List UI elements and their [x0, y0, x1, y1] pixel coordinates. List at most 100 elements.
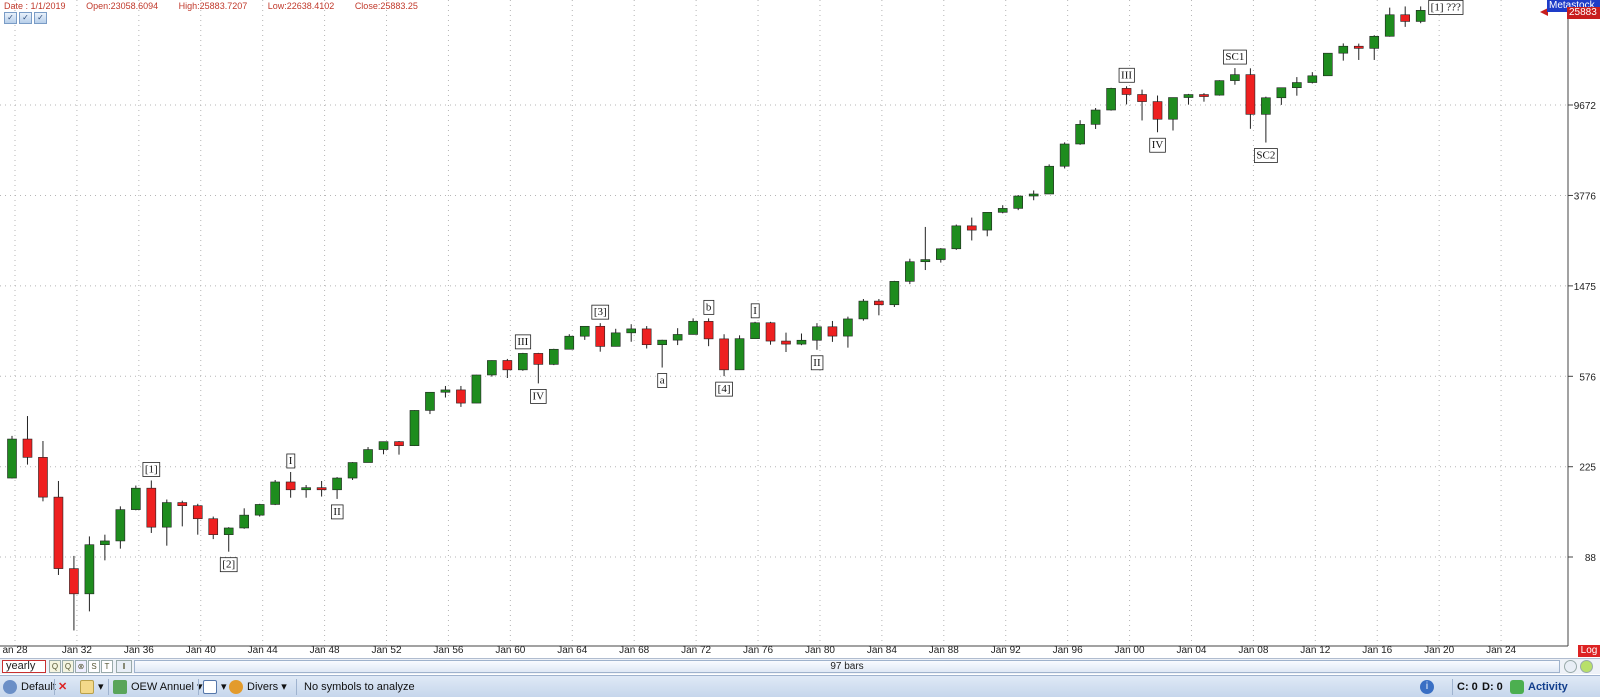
window-button[interactable]: ▾	[203, 680, 227, 694]
wave-label-box	[286, 453, 296, 469]
c-counter: C: 0	[1457, 681, 1478, 693]
time-tick-label: Jan 72	[681, 645, 711, 656]
candle-body	[1307, 75, 1318, 83]
log-scale-button[interactable]: Log	[1578, 645, 1600, 657]
candle-body	[378, 441, 389, 450]
list-icon	[113, 680, 127, 694]
layout-selector[interactable]: Default	[3, 680, 56, 694]
candle-body	[1090, 109, 1101, 125]
zoom-in-button[interactable]: Q	[49, 660, 61, 673]
divider	[1452, 679, 1453, 695]
list-label: OEW Annuel	[131, 681, 194, 693]
candle-body	[1276, 87, 1287, 99]
time-tick-label: Jan 68	[619, 645, 649, 656]
time-tick-label: Jan 84	[867, 645, 897, 656]
list-selector[interactable]: OEW Annuel ▾	[113, 680, 203, 694]
zoom-out-button[interactable]: Q	[62, 660, 74, 673]
wave-label-box	[703, 299, 715, 315]
time-tick-label: Jan 52	[372, 645, 402, 656]
candle-body	[332, 477, 342, 491]
price-tick-label: 225	[1579, 463, 1596, 474]
candle-body	[1044, 165, 1054, 195]
live-icon[interactable]	[1580, 660, 1593, 673]
wave-label: II	[333, 506, 341, 518]
last-price-tag: 25883	[1567, 7, 1600, 19]
zoom-reset-button[interactable]: ⊗	[75, 660, 87, 673]
time-tick-label: Jan 60	[495, 645, 525, 656]
period-select[interactable]: yearly	[2, 660, 46, 673]
candle-body	[301, 487, 311, 491]
bars-scrollbar[interactable]: 97 bars	[134, 660, 1560, 673]
tools-selector[interactable]: Divers ▾	[229, 680, 287, 694]
candle-body	[502, 360, 513, 371]
activity-button[interactable]: Activity	[1510, 680, 1568, 694]
candle-body	[1353, 45, 1364, 49]
candle-body	[1121, 88, 1132, 95]
status-bar: Default ✕ ▾ OEW Annuel ▾ ▾ Divers ▾ No s…	[0, 675, 1600, 697]
date-readout: Date : 1/1/2019	[4, 1, 66, 11]
scroll-settings-icon[interactable]	[1564, 660, 1577, 673]
price-tick-label: 88	[1585, 553, 1597, 564]
close-readout: Close:25883.25	[354, 1, 418, 11]
time-tick-label: an 28	[2, 645, 27, 656]
time-button[interactable]: T	[101, 660, 113, 673]
scale-button[interactable]: S	[88, 660, 100, 673]
wave-label-box	[1428, 0, 1464, 15]
time-tick-label: Jan 20	[1424, 645, 1454, 656]
time-tick-label: Jan 04	[1176, 645, 1206, 656]
candle-body	[131, 487, 141, 510]
chart-style-icon	[80, 680, 94, 694]
candle-body	[285, 481, 296, 491]
chart-tool-icon[interactable]: ✓	[34, 12, 47, 24]
time-tick-label: Jan 40	[186, 645, 216, 656]
wave-label: I	[289, 455, 293, 467]
candle-body	[192, 505, 203, 520]
candle-body	[1245, 74, 1256, 115]
time-tick-label: Jan 48	[310, 645, 340, 656]
candle-body	[316, 487, 327, 491]
info-icon[interactable]: i	[1420, 680, 1438, 694]
close-icon[interactable]: ✕	[58, 681, 68, 693]
candle-body	[982, 212, 993, 231]
candle-body	[533, 353, 544, 365]
user-icon	[3, 680, 17, 694]
price-tick-label: 576	[1579, 372, 1596, 383]
price-tick-label: 3776	[1574, 191, 1597, 202]
candle-body	[781, 340, 791, 345]
scroll-left-button[interactable]: ‖	[116, 660, 132, 673]
wave-label-box	[657, 373, 668, 388]
tools-label: Divers	[247, 681, 279, 693]
layout-label: Default	[21, 681, 56, 693]
chart-control-bar: yearly Q Q ⊗ S T ‖ 97 bars	[0, 658, 1600, 674]
candle-body	[177, 502, 188, 507]
candle-body	[53, 496, 64, 569]
candle-body	[456, 389, 466, 404]
chart-style-button[interactable]: ▾	[80, 680, 104, 694]
candle-body	[1152, 101, 1163, 120]
candle-body	[672, 334, 683, 341]
time-tick-label: Jan 96	[1053, 645, 1083, 656]
candle-body	[115, 509, 126, 542]
candle-body	[146, 487, 157, 528]
time-tick-label: Jan 88	[929, 645, 959, 656]
time-tick-label: Jan 56	[433, 645, 463, 656]
candle-body	[84, 544, 95, 595]
d-counter: D: 0	[1482, 681, 1503, 693]
chart-tool-icon[interactable]: ✓	[4, 12, 17, 24]
candle-body	[920, 259, 931, 263]
wave-label-box	[1223, 49, 1247, 65]
candle-body	[69, 568, 79, 595]
candle-body	[1292, 82, 1302, 89]
candle-body	[1338, 45, 1349, 54]
price-axis: 88 225 576 1475 3776 9672	[1568, 101, 1596, 564]
wave-label-box	[1253, 148, 1278, 163]
wave-label-box	[142, 462, 161, 477]
chart-tool-icon[interactable]: ✓	[19, 12, 32, 24]
candle-body	[270, 481, 280, 505]
time-tick-label: Jan 44	[248, 645, 278, 656]
candle-body	[610, 332, 621, 347]
candle-body	[1230, 74, 1240, 81]
candle-body	[1384, 14, 1395, 37]
candle-body	[796, 339, 807, 345]
